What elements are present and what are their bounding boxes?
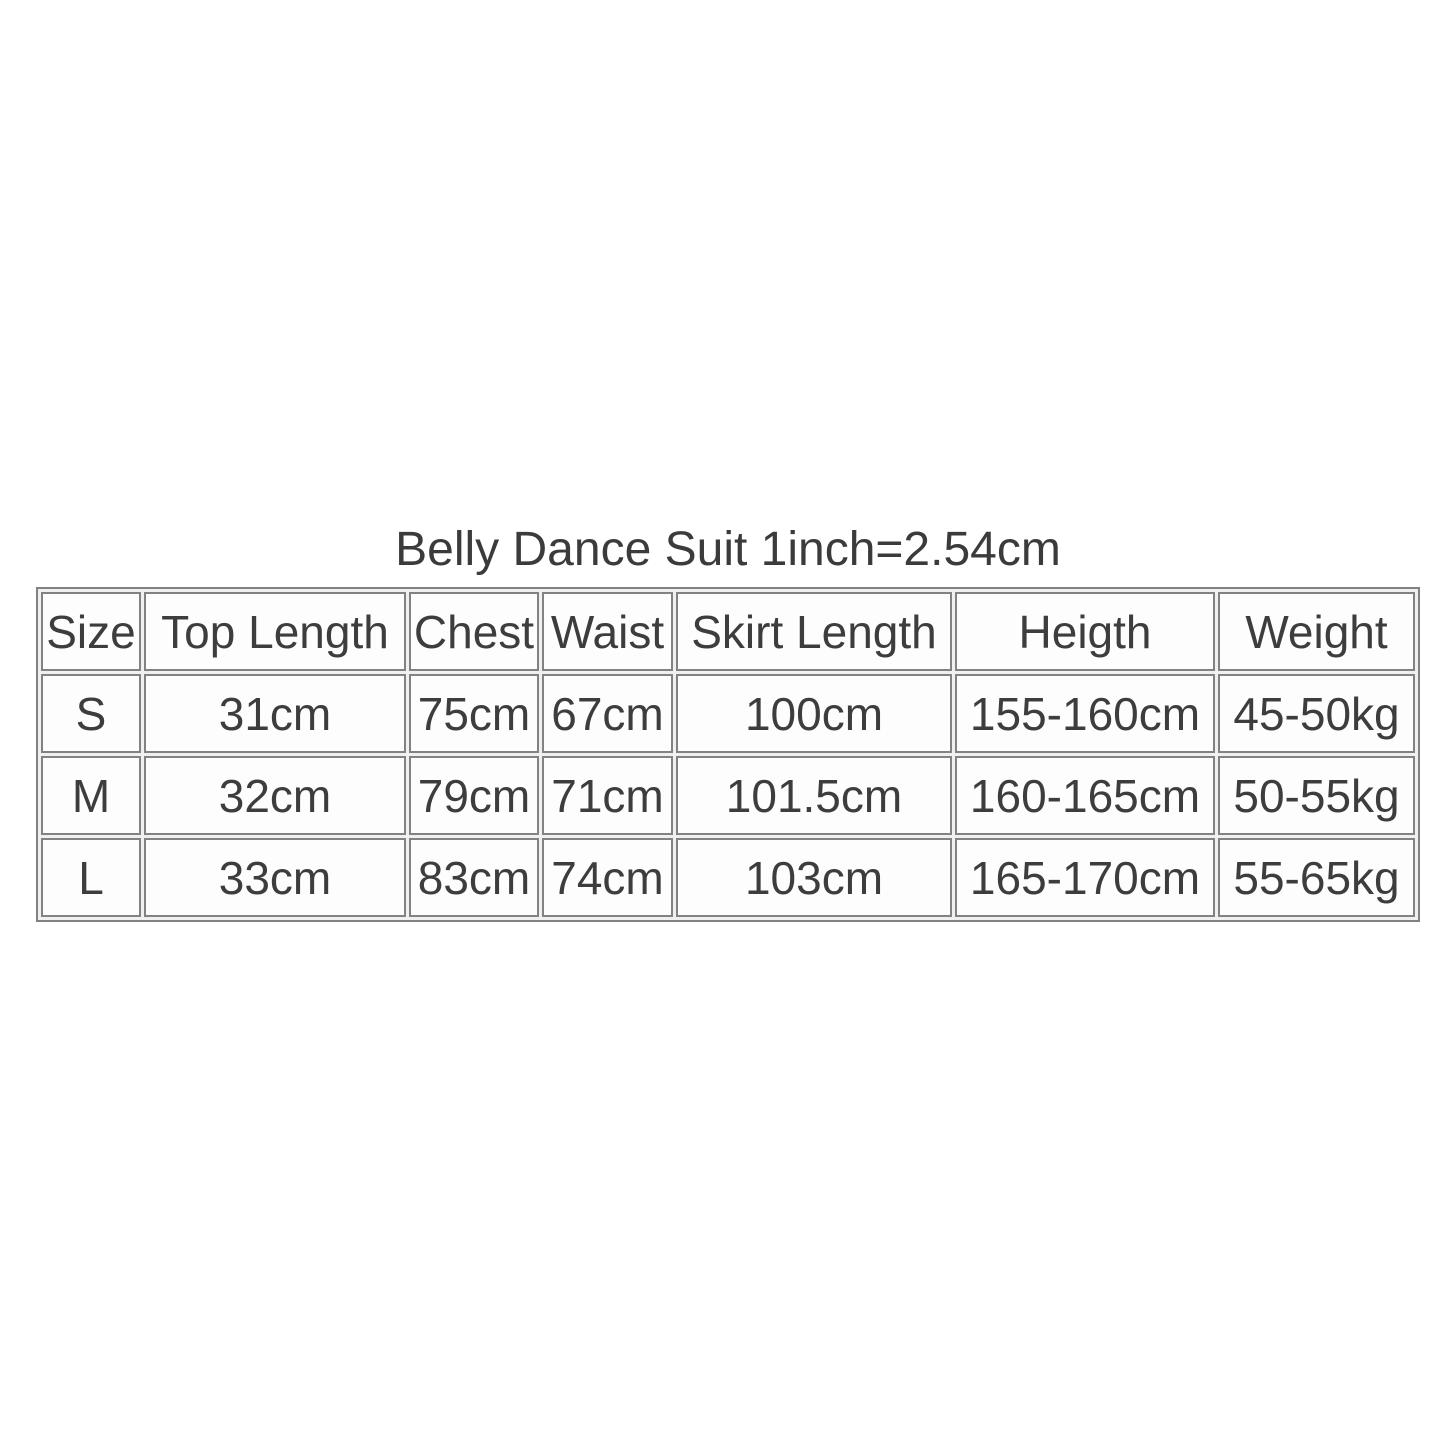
cell-waist: 71cm (542, 756, 673, 835)
column-header-skirt-length: Skirt Length (676, 592, 952, 671)
table-row-m: M 32cm 79cm 71cm 101.5cm 160-165cm 50-55… (41, 756, 1415, 835)
column-header-size: Size (41, 592, 141, 671)
cell-weight: 45-50kg (1218, 674, 1415, 753)
column-header-top-length: Top Length (144, 592, 406, 671)
cell-chest: 75cm (409, 674, 539, 753)
cell-top-length: 33cm (144, 838, 406, 917)
cell-size: M (41, 756, 141, 835)
cell-size: L (41, 838, 141, 917)
cell-skirt-length: 101.5cm (676, 756, 952, 835)
cell-top-length: 32cm (144, 756, 406, 835)
cell-waist: 74cm (542, 838, 673, 917)
cell-heigth: 160-165cm (955, 756, 1215, 835)
cell-skirt-length: 100cm (676, 674, 952, 753)
column-header-heigth: Heigth (955, 592, 1215, 671)
cell-weight: 55-65kg (1218, 838, 1415, 917)
cell-waist: 67cm (542, 674, 673, 753)
cell-skirt-length: 103cm (676, 838, 952, 917)
cell-heigth: 165-170cm (955, 838, 1215, 917)
column-header-waist: Waist (542, 592, 673, 671)
header-row: Size Top Length Chest Waist Skirt Length… (41, 592, 1415, 671)
page-title: Belly Dance Suit 1inch=2.54cm (395, 523, 1061, 576)
size-chart-table: Size Top Length Chest Waist Skirt Length… (36, 587, 1420, 922)
cell-top-length: 31cm (144, 674, 406, 753)
table-row-s: S 31cm 75cm 67cm 100cm 155-160cm 45-50kg (41, 674, 1415, 753)
cell-chest: 83cm (409, 838, 539, 917)
cell-chest: 79cm (409, 756, 539, 835)
table-row-l: L 33cm 83cm 74cm 103cm 165-170cm 55-65kg (41, 838, 1415, 917)
column-header-chest: Chest (409, 592, 539, 671)
cell-heigth: 155-160cm (955, 674, 1215, 753)
column-header-weight: Weight (1218, 592, 1415, 671)
cell-weight: 50-55kg (1218, 756, 1415, 835)
cell-size: S (41, 674, 141, 753)
